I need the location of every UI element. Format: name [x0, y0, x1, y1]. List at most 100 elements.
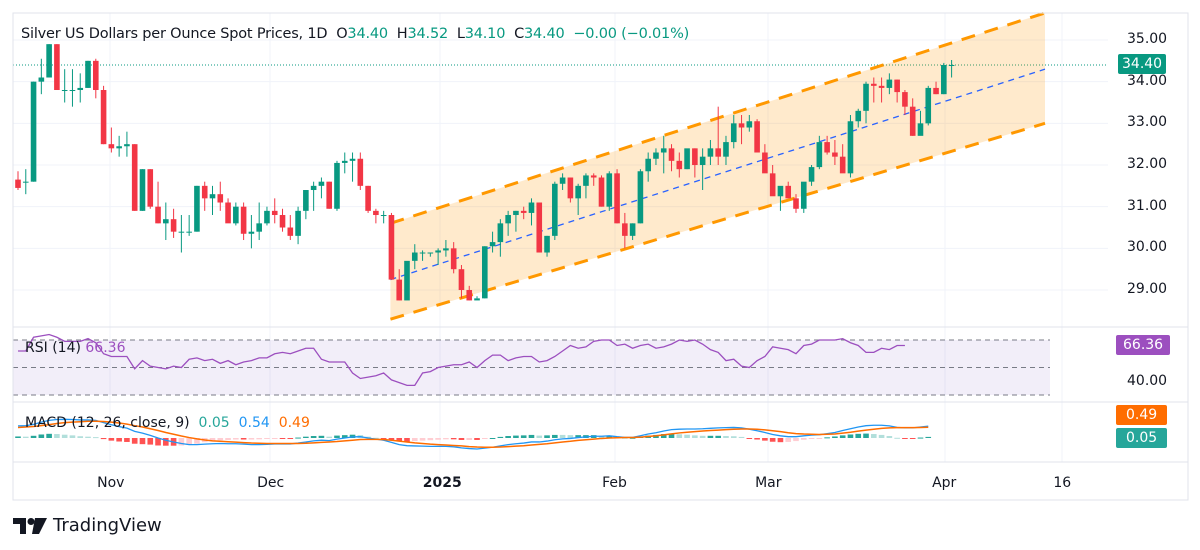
candle-body [411, 252, 418, 261]
rsi-tick-40: 40.00 [1127, 373, 1168, 389]
macd-histogram-bar [520, 435, 527, 438]
macd-histogram-bar [793, 438, 799, 442]
candle-body [730, 123, 737, 143]
macd-histogram-bar [466, 438, 473, 440]
candle-body [225, 202, 231, 224]
macd-histogram-bar [528, 434, 535, 438]
macd-histogram-bar [925, 436, 932, 438]
candle-body [279, 215, 286, 228]
macd-histogram-bar [692, 435, 698, 438]
time-tick: Dec [257, 475, 285, 491]
macd-histogram-bar [474, 438, 480, 440]
candle-body [645, 158, 651, 172]
macd-histogram-bar [116, 438, 122, 442]
macd-histogram-bar [69, 435, 76, 438]
candle-body [808, 167, 815, 182]
macd-histogram-bar [513, 435, 519, 438]
candle-body [30, 81, 37, 182]
macd-histogram-bar [746, 438, 753, 439]
macd-histogram-bar [38, 434, 45, 438]
candle-body [396, 279, 403, 301]
macd-histogram-bar [279, 438, 286, 439]
candle-body [334, 162, 340, 209]
symbol-title: Silver US Dollars per Ounce Spot Prices,… [21, 26, 328, 42]
price-tick: 35.00 [1127, 31, 1168, 47]
time-tick: Nov [97, 475, 125, 491]
candle-body [941, 65, 947, 95]
macd-histogram-bar [458, 438, 465, 440]
candle-body [528, 202, 535, 213]
candle-body [699, 156, 706, 166]
candle-body [155, 206, 161, 224]
macd-histogram-bar [411, 438, 418, 442]
candle-body [871, 83, 877, 86]
macd-histogram-bar [536, 435, 543, 438]
candle-body [163, 219, 169, 224]
macd-histogram-bar [886, 436, 893, 438]
candle-body [388, 215, 395, 280]
macd-histogram-bar [163, 438, 169, 446]
candle-body [93, 60, 99, 91]
candle-body [583, 175, 589, 186]
price-tick: 31.00 [1127, 197, 1168, 214]
low-value: 34.10 [464, 26, 506, 42]
macd-histogram-bar [341, 435, 348, 438]
candle-body [458, 269, 465, 291]
candle-body [777, 185, 784, 197]
rsi-legend: RSI (14) 66.36 [25, 340, 125, 356]
time-tick: 2025 [422, 475, 462, 491]
candle-body [894, 79, 900, 93]
candle-body [264, 210, 270, 224]
macd-histogram-bar [248, 438, 255, 440]
price-tick: 33.00 [1127, 114, 1168, 131]
macd-histogram-bar [715, 435, 721, 438]
candle-body [303, 190, 309, 211]
macd-histogram-bar [443, 438, 449, 440]
candle-body [349, 158, 356, 161]
macd-histogram-bar [396, 438, 403, 442]
candle-body [69, 90, 76, 92]
candle-body [902, 92, 908, 107]
price-channel [389, 11, 1046, 321]
candle-body [520, 210, 527, 213]
macd-histogram-bar [225, 438, 231, 440]
time-tick: Apr [932, 475, 957, 491]
candle-body [497, 223, 504, 243]
macd-histogram-bar [287, 438, 294, 439]
macd-histogram-bar [450, 438, 457, 440]
macd-histogram-bar [124, 438, 130, 442]
macd-histogram-bar [194, 438, 200, 444]
macd-histogram-bar [427, 438, 434, 441]
macd-signal-badge: 0.49 [1116, 405, 1168, 425]
candle-body [660, 148, 667, 153]
macd-histogram-bar [863, 433, 869, 438]
macd-histogram-bar [816, 438, 823, 439]
candle-body [124, 144, 130, 147]
macd-histogram-bar [497, 436, 504, 438]
macd-histogram-bar [373, 437, 379, 439]
time-tick: Mar [755, 475, 782, 491]
macd-histogram-bar [256, 438, 262, 440]
candle-body [38, 77, 45, 82]
candle-body [61, 90, 68, 92]
macd-histogram-bar [271, 438, 278, 439]
macd-histogram-bar [303, 436, 309, 438]
candle-body [373, 210, 379, 216]
rsi-pane [13, 333, 1050, 396]
candle-body [909, 106, 916, 136]
tradingview-logo-icon [13, 517, 47, 534]
rsi-badge: 66.36 [1116, 335, 1171, 355]
tradingview-logo[interactable]: TradingView [13, 515, 162, 536]
price-tick: 32.00 [1127, 156, 1168, 172]
candle-body [131, 144, 138, 211]
macd-histogram-bar [489, 438, 496, 439]
candle-body [552, 183, 558, 236]
macd-histogram-bar [147, 438, 154, 445]
candle-body [544, 235, 550, 253]
tradingview-wordmark: TradingView [53, 515, 162, 536]
macd-histogram-bar [77, 436, 84, 438]
candle-body [606, 173, 613, 207]
candle-body [878, 85, 885, 88]
channel-fill [390, 12, 1045, 320]
